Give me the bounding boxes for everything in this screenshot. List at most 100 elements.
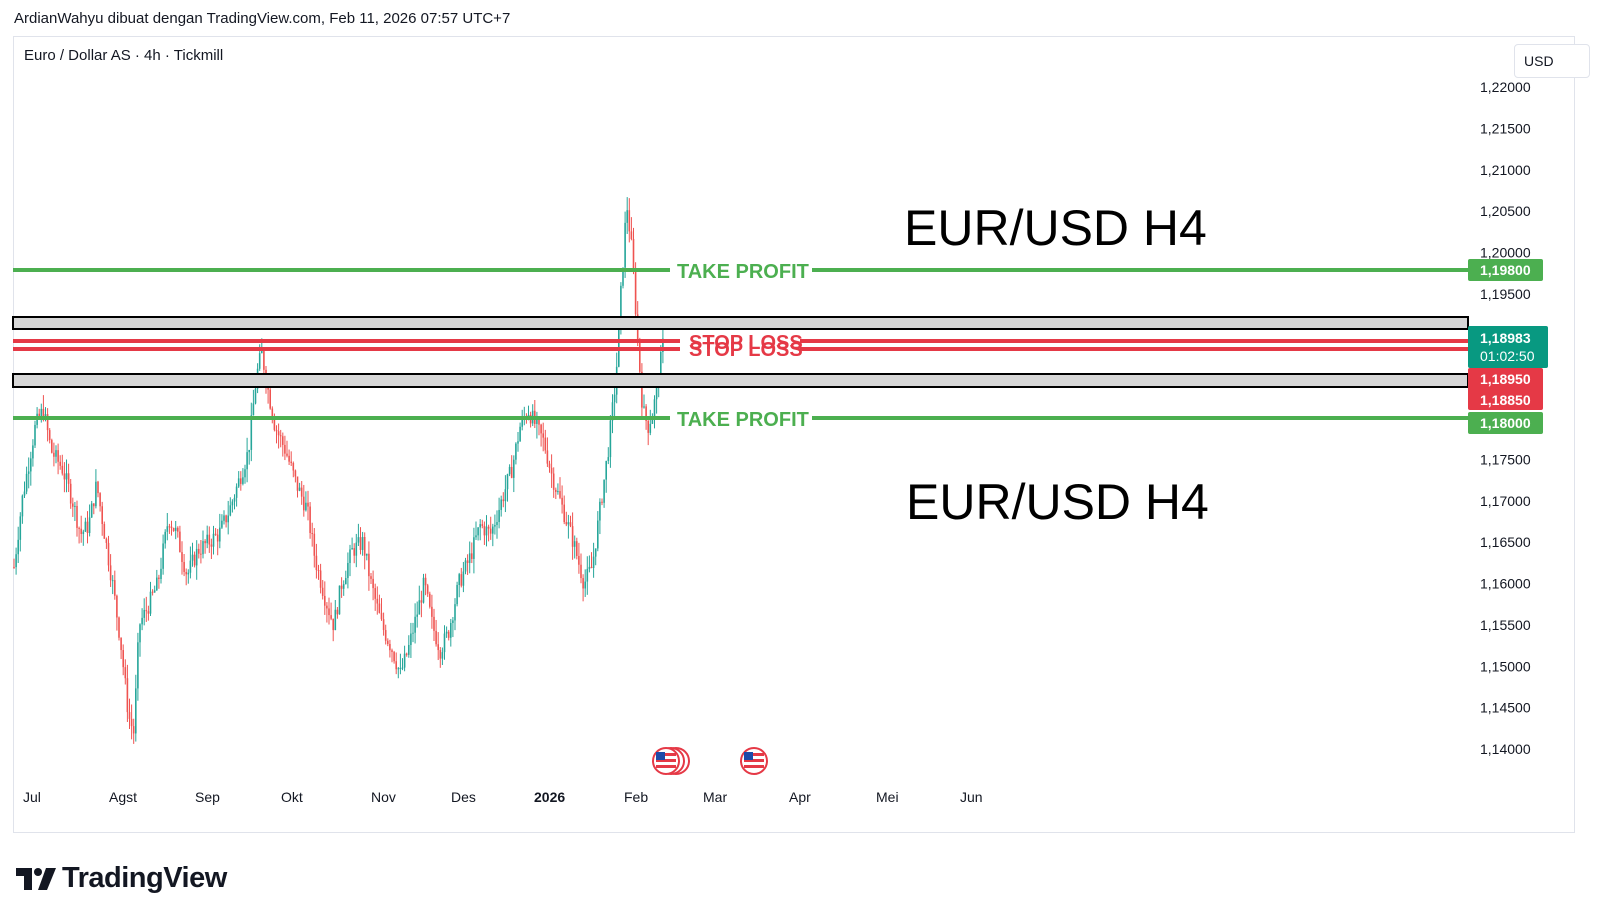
- candle-body: [496, 522, 498, 526]
- candle-body: [447, 631, 450, 638]
- candle-body: [492, 526, 494, 534]
- tradingview-logo-text: TradingView: [62, 862, 227, 894]
- candle-body: [206, 534, 208, 544]
- candle-body: [641, 371, 643, 408]
- candle-body: [443, 633, 446, 653]
- x-tick-label: 2026: [534, 789, 565, 805]
- candle-countdown-label: 01:02:50: [1480, 348, 1535, 364]
- candle-body: [185, 571, 187, 575]
- candle-body: [311, 533, 313, 535]
- candle-body: [387, 640, 389, 644]
- candle-body: [454, 604, 456, 621]
- candle-body: [336, 609, 339, 615]
- candle-body: [613, 394, 616, 403]
- resistance-zone[interactable]: [12, 316, 1469, 330]
- candle-body: [382, 619, 385, 631]
- candle-body: [567, 522, 570, 525]
- candle-body: [363, 537, 366, 556]
- candle-body: [254, 388, 257, 404]
- candle-body: [515, 443, 517, 460]
- candle-body: [620, 285, 622, 324]
- candle-body: [170, 526, 173, 529]
- candle-body: [412, 632, 414, 634]
- candle-body: [44, 414, 47, 418]
- candle-body: [521, 417, 523, 427]
- y-tick-label: 1,16000: [1480, 576, 1531, 592]
- us-flag-icon[interactable]: [652, 747, 690, 775]
- candle-body: [380, 612, 383, 620]
- candle-body: [48, 430, 51, 441]
- candle-body: [426, 585, 429, 594]
- candle-body: [389, 643, 391, 651]
- candle-body: [605, 460, 607, 480]
- candle-body: [414, 616, 416, 633]
- candle-body: [231, 501, 234, 506]
- candle-body: [130, 718, 133, 727]
- candle-body: [135, 688, 137, 734]
- y-tick-label: 1,17500: [1480, 451, 1531, 467]
- candle-body: [395, 661, 397, 670]
- candle-body: [13, 566, 15, 568]
- candle-body: [552, 473, 555, 490]
- candle-body: [139, 624, 141, 643]
- candle-body: [296, 476, 299, 491]
- candle-body: [328, 608, 330, 616]
- candle-body: [353, 548, 355, 556]
- candle-body: [292, 463, 295, 471]
- x-tick-label: Jun: [960, 789, 983, 805]
- candle-body: [263, 348, 265, 370]
- candle-body: [334, 609, 337, 631]
- candle-body: [517, 441, 519, 444]
- candle-body: [116, 595, 118, 618]
- candle-body: [340, 585, 343, 589]
- candle-body: [27, 471, 30, 474]
- y-tick-label: 1,15000: [1480, 658, 1531, 674]
- candle-body: [172, 528, 175, 531]
- candle-body: [578, 555, 580, 565]
- candle-body: [191, 554, 194, 561]
- candle-body: [540, 424, 542, 434]
- candle-body: [53, 452, 55, 457]
- y-tick-label: 1,21500: [1480, 120, 1531, 136]
- candle-body: [38, 413, 40, 418]
- candle-body: [46, 414, 49, 431]
- candle-body: [128, 712, 131, 719]
- candle-body: [401, 667, 404, 669]
- y-tick-label: 1,20500: [1480, 203, 1531, 219]
- support-zone[interactable]: [12, 373, 1469, 388]
- candle-body: [645, 406, 647, 421]
- candles-group: [13, 197, 664, 744]
- candle-body: [458, 574, 460, 585]
- candle-body: [456, 584, 458, 605]
- candle-body: [630, 231, 633, 239]
- candle-body: [584, 581, 586, 589]
- candle-body: [212, 533, 215, 547]
- symbol-title[interactable]: Euro / Dollar AS · 4h · Tickmill: [24, 47, 224, 64]
- candle-body: [366, 553, 368, 556]
- candle-body: [59, 461, 61, 466]
- currency-selector[interactable]: USD: [1514, 44, 1590, 78]
- candle-body: [597, 520, 599, 549]
- candle-body: [290, 461, 292, 464]
- candle-body: [557, 491, 559, 493]
- candle-body: [563, 504, 565, 523]
- candle-body: [618, 323, 620, 367]
- candle-body: [555, 489, 557, 492]
- x-tick-label: Sep: [195, 789, 220, 805]
- candle-body: [487, 526, 490, 529]
- candle-body: [67, 473, 70, 484]
- candle-body: [30, 458, 32, 472]
- candle-body: [370, 576, 372, 579]
- candle-body: [19, 516, 22, 540]
- candle-body: [397, 668, 400, 670]
- candle-body: [23, 491, 26, 496]
- candle-body: [132, 726, 135, 734]
- us-flag-icon[interactable]: [740, 747, 768, 775]
- tradingview-logo[interactable]: TradingView: [16, 862, 227, 895]
- candle-body: [244, 469, 246, 478]
- candle-body: [195, 548, 198, 566]
- candle-body: [416, 614, 418, 617]
- attribution-text: ArdianWahyu dibuat dengan TradingView.co…: [14, 10, 511, 27]
- candle-body: [368, 553, 370, 577]
